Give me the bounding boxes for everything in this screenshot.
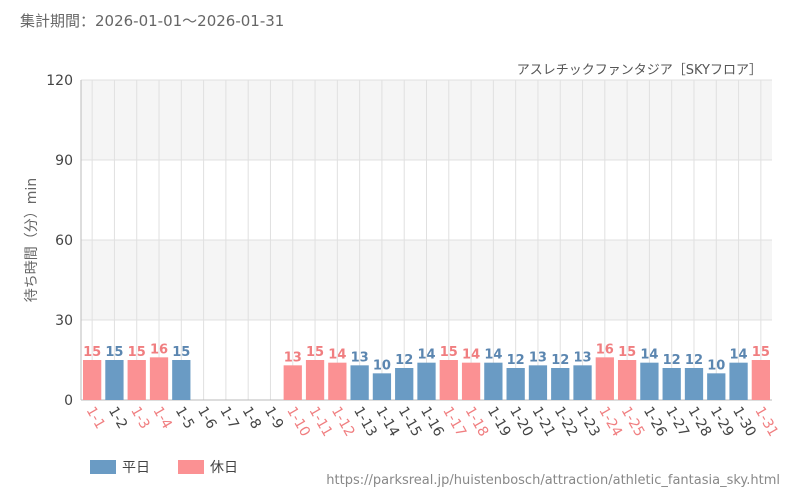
y-tick-label: 30 bbox=[55, 313, 73, 329]
x-tick-label-1-4: 1-4 bbox=[150, 404, 175, 432]
value-label-1-10: 13 bbox=[284, 350, 302, 365]
value-label-1-14: 10 bbox=[373, 358, 391, 373]
x-tick-label-1-31: 1-31 bbox=[751, 404, 781, 440]
bar-1-13 bbox=[350, 365, 369, 400]
bar-1-2 bbox=[105, 360, 124, 400]
value-label-1-13: 13 bbox=[351, 350, 369, 365]
y-axis-title: 待ち時間（分）min bbox=[24, 178, 40, 302]
y-tick-label: 60 bbox=[55, 233, 73, 249]
value-label-1-1: 15 bbox=[83, 345, 101, 360]
bar-1-18 bbox=[461, 362, 481, 400]
y-tick-label: 90 bbox=[55, 153, 73, 169]
legend: 平日 休日 bbox=[90, 457, 266, 477]
bar-1-31 bbox=[751, 360, 770, 400]
bar-1-1 bbox=[83, 360, 102, 400]
bar-1-29 bbox=[707, 373, 726, 400]
x-tick-label-1-5: 1-5 bbox=[172, 404, 197, 432]
legend-item-weekday: 平日 bbox=[90, 457, 150, 477]
bar-1-3 bbox=[127, 360, 146, 400]
x-tick-label-1-6: 1-6 bbox=[194, 404, 219, 432]
bar-1-15 bbox=[395, 368, 414, 400]
x-tick-label-1-1: 1-1 bbox=[83, 404, 108, 432]
bar-1-21 bbox=[528, 365, 548, 400]
x-tick-label-1-2: 1-2 bbox=[105, 404, 130, 432]
bar-1-17 bbox=[439, 360, 458, 400]
y-tick-label: 120 bbox=[46, 73, 73, 89]
value-label-1-11: 15 bbox=[306, 345, 324, 360]
bar-1-14 bbox=[372, 373, 392, 400]
y-tick-label: 0 bbox=[64, 393, 73, 409]
period-label: 集計期間：2026-01-01～2026-01-31 bbox=[20, 12, 285, 30]
value-label-1-4: 16 bbox=[150, 342, 168, 357]
x-tick-label-1-3: 1-3 bbox=[127, 404, 152, 432]
value-label-1-30: 14 bbox=[730, 348, 748, 363]
bar-1-22 bbox=[551, 368, 570, 400]
value-label-1-27: 12 bbox=[663, 353, 681, 368]
bar-1-23 bbox=[573, 365, 592, 400]
bar-1-30 bbox=[729, 362, 748, 400]
bar-1-27 bbox=[662, 368, 681, 400]
chart-title: アスレチックファンタジア［SKYフロア］ bbox=[516, 63, 762, 78]
value-label-1-31: 15 bbox=[752, 345, 770, 360]
value-label-1-19: 14 bbox=[484, 348, 502, 363]
bar-1-20 bbox=[506, 368, 525, 400]
value-label-1-26: 14 bbox=[640, 348, 658, 363]
value-label-1-22: 12 bbox=[551, 353, 569, 368]
bar-1-5 bbox=[172, 360, 191, 400]
value-label-1-5: 15 bbox=[172, 345, 190, 360]
bar-1-19 bbox=[484, 362, 503, 400]
bar-1-25 bbox=[617, 360, 637, 400]
x-tick-label-1-7: 1-7 bbox=[216, 404, 241, 432]
legend-holiday-label: 休日 bbox=[210, 460, 238, 476]
bar-1-28 bbox=[684, 368, 704, 400]
bar-1-10 bbox=[283, 365, 302, 400]
legend-weekday-label: 平日 bbox=[122, 460, 150, 476]
value-label-1-3: 15 bbox=[128, 345, 146, 360]
holiday-swatch bbox=[178, 460, 204, 474]
value-label-1-16: 14 bbox=[417, 348, 435, 363]
value-label-1-21: 13 bbox=[529, 350, 547, 365]
value-label-1-2: 15 bbox=[105, 345, 123, 360]
bar-1-4 bbox=[149, 357, 169, 400]
x-tick-label-1-8: 1-8 bbox=[239, 404, 264, 432]
value-label-1-12: 14 bbox=[328, 348, 346, 363]
source-url: https://parksreal.jp/huistenbosch/attrac… bbox=[326, 473, 780, 488]
value-label-1-18: 14 bbox=[462, 348, 480, 363]
value-label-1-25: 15 bbox=[618, 345, 636, 360]
value-label-1-20: 12 bbox=[507, 353, 525, 368]
value-label-1-28: 12 bbox=[685, 353, 703, 368]
value-label-1-24: 16 bbox=[596, 342, 614, 357]
value-label-1-29: 10 bbox=[707, 358, 725, 373]
legend-item-holiday: 休日 bbox=[178, 457, 238, 477]
value-label-1-17: 15 bbox=[440, 345, 458, 360]
x-tick-label-1-9: 1-9 bbox=[261, 404, 286, 432]
bar-1-11 bbox=[305, 360, 325, 400]
bar-1-16 bbox=[417, 362, 436, 400]
value-label-1-23: 13 bbox=[573, 350, 591, 365]
value-label-1-15: 12 bbox=[395, 353, 413, 368]
bar-1-12 bbox=[328, 362, 347, 400]
bar-1-24 bbox=[595, 357, 614, 400]
weekday-swatch bbox=[90, 460, 116, 474]
bar-1-26 bbox=[640, 362, 659, 400]
